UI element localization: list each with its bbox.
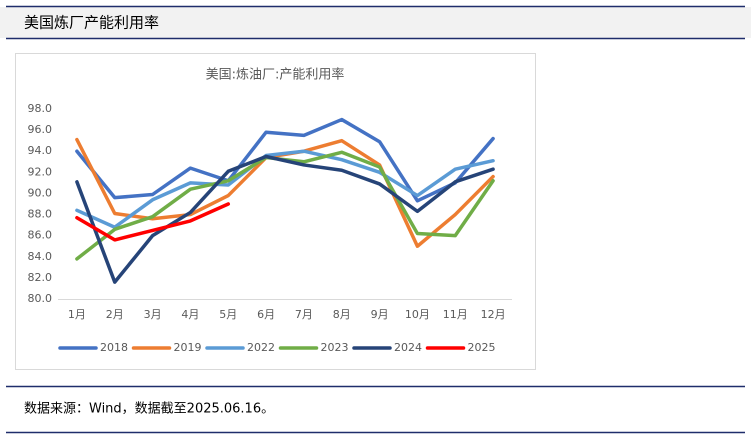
x-tick-label: 8月 <box>333 308 351 321</box>
x-tick-label: 9月 <box>371 308 389 321</box>
chart-frame <box>15 53 536 370</box>
y-tick-label: 90.0 <box>28 186 53 199</box>
x-tick-label: 11月 <box>443 308 468 321</box>
legend-label: 2019 <box>174 341 202 354</box>
source-note: 数据来源：Wind，数据截至2025.06.16。 <box>24 402 274 417</box>
x-tick-label: 10月 <box>405 308 430 321</box>
x-tick-label: 6月 <box>257 308 275 321</box>
y-tick-label: 88.0 <box>28 208 53 221</box>
y-tick-label: 92.0 <box>28 165 53 178</box>
x-tick-label: 7月 <box>295 308 313 321</box>
series-line <box>75 149 495 229</box>
header-title: 美国炼厂产能利用率 <box>24 14 159 32</box>
legend-label: 2018 <box>100 341 128 354</box>
x-tick-label: 4月 <box>181 308 199 321</box>
x-tick-label: 1月 <box>68 308 86 321</box>
series-line <box>75 154 495 284</box>
y-tick-label: 98.0 <box>28 102 53 115</box>
chart-title: 美国:炼油厂:产能利用率 <box>206 67 345 83</box>
y-tick-label: 80.0 <box>28 292 53 305</box>
y-tick-label: 96.0 <box>28 123 53 136</box>
legend-label: 2024 <box>394 341 422 354</box>
y-tick-label: 86.0 <box>28 229 53 242</box>
x-tick-label: 5月 <box>219 308 237 321</box>
x-tick-label: 3月 <box>144 308 162 321</box>
header-band <box>0 7 751 38</box>
x-tick-label: 2月 <box>106 308 124 321</box>
x-tick-label: 12月 <box>481 308 506 321</box>
y-tick-label: 84.0 <box>28 250 53 263</box>
y-tick-label: 82.0 <box>28 271 53 284</box>
legend-label: 2022 <box>247 341 275 354</box>
legend-label: 2025 <box>468 341 496 354</box>
y-tick-label: 94.0 <box>28 144 53 157</box>
legend-label: 2023 <box>321 341 349 354</box>
series-line <box>75 202 230 242</box>
series-line <box>75 117 495 203</box>
